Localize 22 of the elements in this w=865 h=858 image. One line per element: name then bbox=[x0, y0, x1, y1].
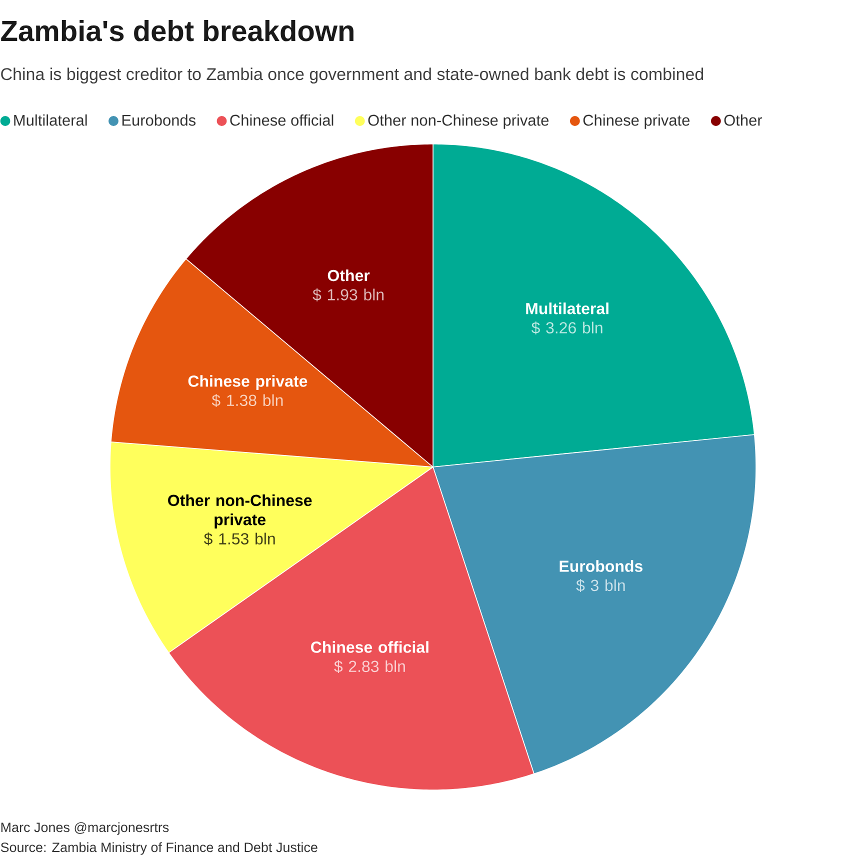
data-label: $ 1.38 bln bbox=[212, 394, 283, 407]
data-label: $ 3 bln bbox=[576, 579, 625, 592]
legend-label: Other non-Chinese private bbox=[368, 114, 549, 129]
legend-label: Other bbox=[724, 114, 762, 126]
legend-label: Eurobonds bbox=[122, 114, 196, 126]
data-label: $ 3.26 bln bbox=[531, 321, 602, 334]
chart-title: Zambia's debt breakdown bbox=[1, 20, 354, 42]
slice-label: Other non-Chinese private bbox=[168, 494, 312, 528]
data-label: $ 2.83 bln bbox=[334, 660, 405, 674]
data-label: $ 1.93 bln bbox=[312, 288, 384, 302]
slice-label: Multilateral bbox=[526, 302, 608, 314]
slice-label: Eurobonds bbox=[560, 560, 642, 572]
slice-label: Chinese private bbox=[188, 375, 308, 390]
legend-label: Chinese official bbox=[230, 114, 334, 126]
legend-label: Multilateral bbox=[14, 114, 87, 126]
slice-label: Other bbox=[328, 269, 370, 282]
data-label: $ 1.53 bln bbox=[204, 532, 275, 546]
source-note: Source: Zambia Ministry of Finance and Debt Justice bbox=[0, 842, 318, 855]
chart-subtitle: China is biggest creditor to Zambia once government and state-owned bank debt is combined bbox=[1, 68, 704, 84]
text: Marc Jones @marcjonesrtrs bbox=[1, 822, 169, 835]
slice-label: Chinese official bbox=[311, 641, 428, 653]
legend-label: Chinese private bbox=[583, 114, 690, 129]
